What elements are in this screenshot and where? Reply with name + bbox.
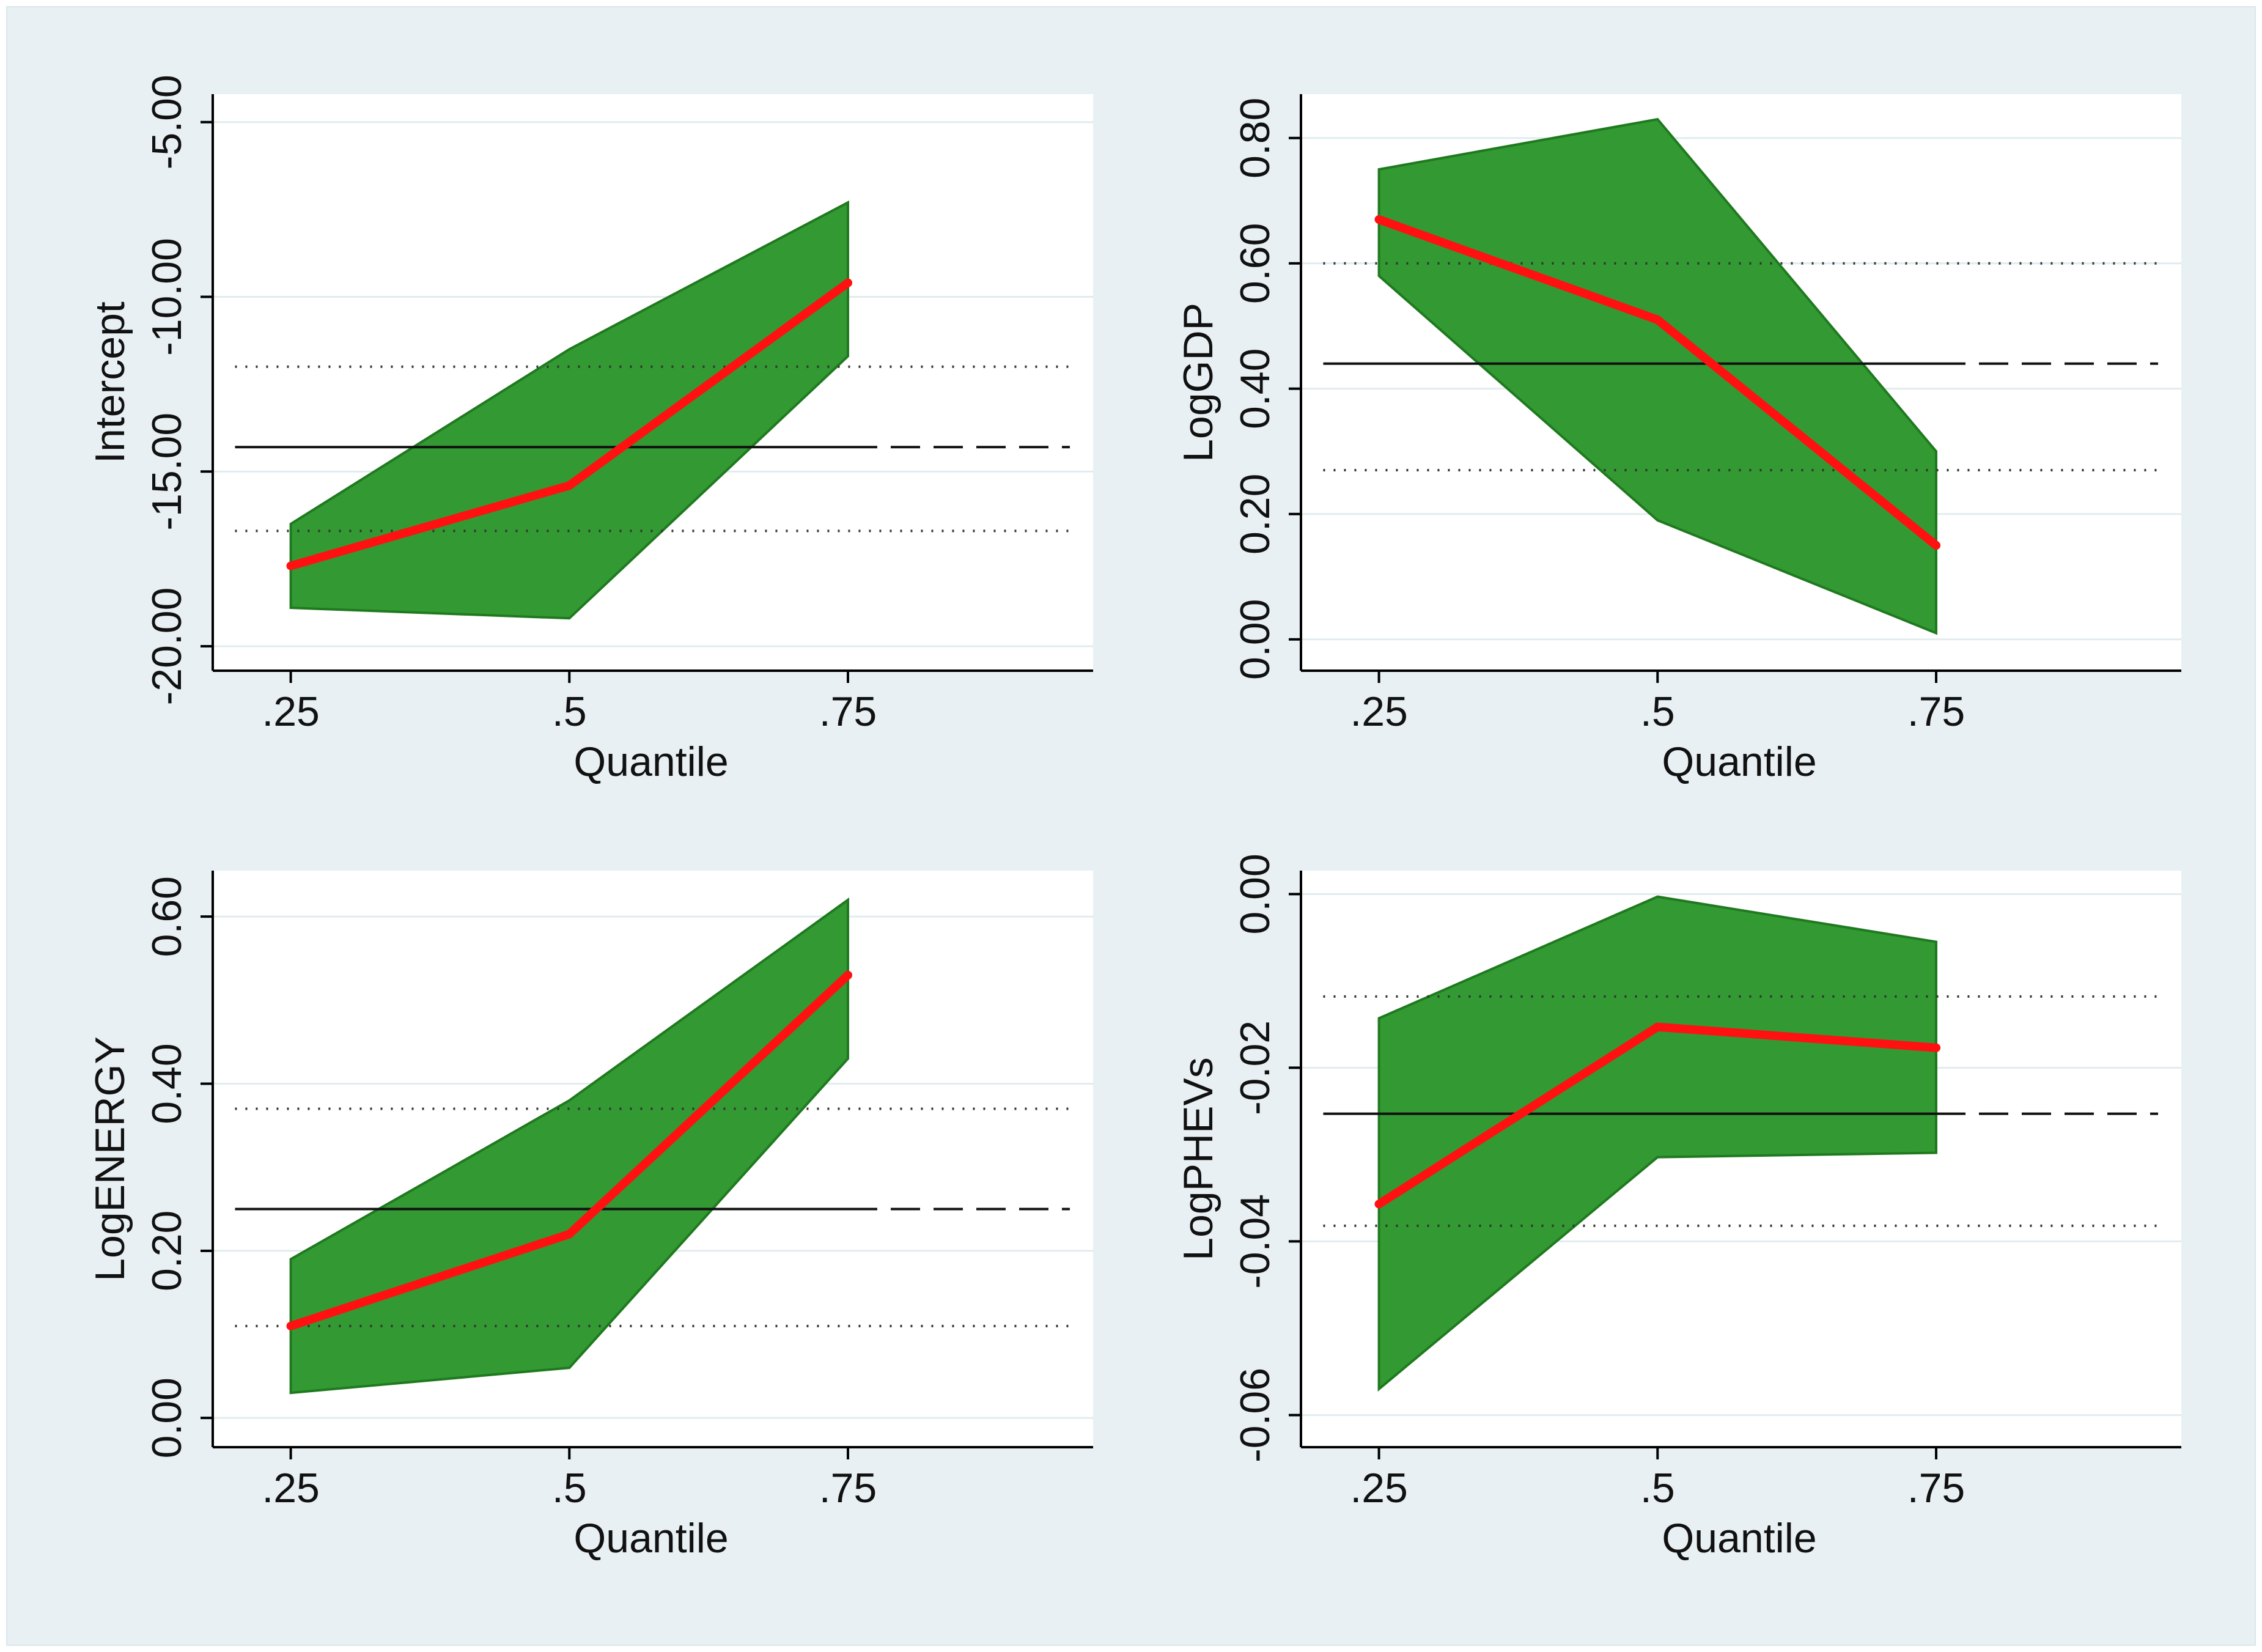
confidence-band: [1377, 117, 1937, 635]
y-tick-label: -5.00: [144, 75, 190, 169]
quantile-estimate-point: [1931, 541, 1940, 550]
y-axis-title: Intercept: [87, 301, 133, 463]
quantile-estimate-point: [1931, 1043, 1940, 1052]
y-tick-label: -0.04: [1232, 1194, 1278, 1289]
quantile-estimate-point: [843, 970, 852, 979]
axes: -20.00 -15.00 -10.00 -5.00 .25 .5 .75 Quantile I…: [87, 75, 1093, 785]
confidence-band: [1377, 895, 1937, 1392]
y-tick-label: 0.60: [144, 876, 190, 957]
x-axis-title: Quantile: [573, 739, 728, 785]
x-tick-label: .25: [1350, 688, 1408, 735]
quantile-estimate-point: [565, 1230, 574, 1239]
x-tick-label: .25: [1350, 1465, 1408, 1511]
quantile-estimate-point: [1653, 1022, 1662, 1031]
x-axis-title: Quantile: [573, 1515, 728, 1562]
y-tick-label: 0.20: [144, 1211, 190, 1291]
y-axis-title: LogPHEVs: [1175, 1057, 1221, 1261]
axes: 0.00 0.20 0.40 0.60 .25 .5 .75 Quantile LogENERG…: [87, 871, 1093, 1562]
panel-top-right: 0.00 0.20 0.40 0.60 0.80 .25 .5 .75 Quantile LogG…: [1175, 94, 2181, 785]
y-tick-label: 0.40: [1232, 348, 1278, 429]
x-axis-title: Quantile: [1662, 739, 1816, 785]
quantile-estimate-point: [1653, 315, 1662, 324]
x-tick-label: .5: [1640, 1465, 1675, 1511]
y-tick-label: -20.00: [144, 588, 190, 706]
x-tick-label: .5: [552, 688, 587, 735]
quantile-estimate-point: [565, 481, 574, 490]
y-tick-label: 0.60: [1232, 223, 1278, 304]
y-axis-title: LogGDP: [1175, 303, 1221, 462]
axes: 0.00 0.20 0.40 0.60 0.80 .25 .5 .75 Quantile LogG…: [1175, 94, 2181, 785]
x-tick-label: .75: [819, 1465, 877, 1511]
x-tick-label: .75: [819, 688, 877, 735]
y-tick-label: -10.00: [144, 238, 190, 356]
quantile-estimate-point: [286, 1321, 295, 1330]
y-tick-label: 0.20: [1232, 474, 1278, 555]
quantile-estimate-point: [286, 561, 295, 570]
y-tick-label: -15.00: [144, 413, 190, 531]
x-tick-label: .75: [1907, 688, 1965, 735]
x-tick-label: .5: [552, 1465, 587, 1511]
y-tick-label: 0.00: [1232, 854, 1278, 934]
figure-frame: -20.00 -15.00 -10.00 -5.00 .25 .5 .75 Quantile I…: [6, 6, 2256, 1646]
panel-bottom-left: 0.00 0.20 0.40 0.60 .25 .5 .75 Quantile LogENERG…: [87, 871, 1093, 1562]
y-tick-label: 0.00: [144, 1377, 190, 1458]
y-tick-label: -0.02: [1232, 1020, 1278, 1115]
panel-bottom-right: -0.06 -0.04 -0.02 0.00 .25 .5 .75 Quantile LogPH…: [1175, 854, 2181, 1562]
panel-top-left: -20.00 -15.00 -10.00 -5.00 .25 .5 .75 Quantile I…: [87, 75, 1093, 785]
y-axis-title: LogENERGY: [87, 1036, 133, 1281]
x-axis-title: Quantile: [1662, 1515, 1816, 1562]
y-tick-label: 0.00: [1232, 599, 1278, 680]
axes: -0.06 -0.04 -0.02 0.00 .25 .5 .75 Quantile LogPH…: [1175, 854, 2181, 1562]
confidence-band: [289, 897, 849, 1395]
x-tick-label: .25: [262, 688, 320, 735]
y-tick-label: 0.80: [1232, 98, 1278, 179]
quantile-estimate-point: [843, 278, 852, 287]
x-tick-label: .25: [262, 1465, 320, 1511]
x-tick-label: .5: [1640, 688, 1675, 735]
confidence-band: [289, 200, 849, 620]
quantile-estimate-point: [1374, 1200, 1383, 1209]
y-tick-label: 0.40: [144, 1043, 190, 1124]
y-tick-label: -0.06: [1232, 1368, 1278, 1462]
quantile-estimate-point: [1374, 215, 1383, 224]
quantile-regression-figure: -20.00 -15.00 -10.00 -5.00 .25 .5 .75 Quantile I…: [87, 75, 2181, 1562]
x-tick-label: .75: [1907, 1465, 1965, 1511]
